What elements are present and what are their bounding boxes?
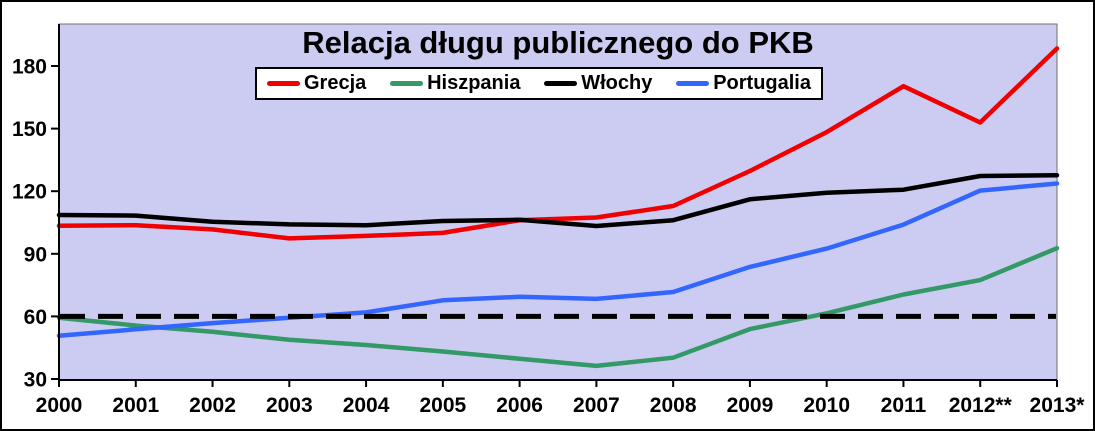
legend-swatch-hiszpania [390,81,424,86]
x-tick-label: 2013* [1030,394,1086,417]
y-tick-label: 180 [12,56,47,79]
series-line-hiszpania [56,245,1060,369]
x-tick-label: 2007 [573,394,620,417]
legend-entry-grecja: Grecja [267,72,366,95]
x-tick-label: 2010 [803,394,850,417]
x-tick-label: 2002 [189,394,236,417]
y-tick-label: 60 [24,306,47,329]
x-tick-label: 2000 [36,394,83,417]
x-tick-label: 2001 [112,394,159,417]
x-tick-label: 2005 [419,394,466,417]
y-tick-label: 150 [12,118,47,141]
legend-label-wlochy: Włochy [581,72,653,94]
x-tick-label: 2009 [727,394,774,417]
legend-entry-hiszpania: Hiszpania [390,72,520,95]
x-tick-label: 2006 [496,394,543,417]
legend-label-grecja: Grecja [304,72,367,94]
legend-swatch-portugalia [676,81,710,86]
series-line-grecja [56,46,1060,241]
y-tick-label: 120 [12,181,47,204]
x-tick-label: 2003 [266,394,313,417]
chart-legend: Grecja Hiszpania Włochy Portugalia [255,67,823,100]
series-line-portugalia [56,181,1060,339]
x-tick-label: 2012** [949,394,1013,417]
x-tick-label: 2008 [650,394,697,417]
legend-entry-portugalia: Portugalia [676,72,811,95]
legend-swatch-wlochy [544,81,578,86]
x-tick-label: 2004 [343,394,390,417]
y-tick-label: 90 [24,243,47,266]
legend-swatch-grecja [267,81,300,86]
y-tick-label: 30 [24,369,47,392]
legend-entry-wlochy: Włochy [544,72,652,95]
x-tick-label: 2011 [881,394,927,417]
chart-title: Relacja długu publicznego do PKB [302,25,814,60]
series-line-włochy [56,173,1060,229]
legend-label-hiszpania: Hiszpania [427,72,521,94]
legend-label-portugalia: Portugalia [713,72,811,94]
